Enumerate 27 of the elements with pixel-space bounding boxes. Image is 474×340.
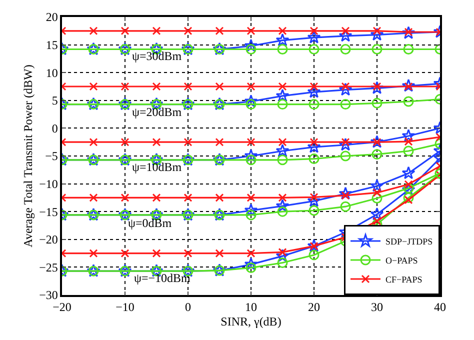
y-tick-label: −10 xyxy=(39,177,58,191)
annotation: ψ=−10dBm xyxy=(134,271,192,285)
legend-label: SDP−JTDPS xyxy=(386,236,433,247)
y-axis-title: Average Total Transmit Power (dBW) xyxy=(20,64,35,248)
y-tick-label: 0 xyxy=(52,121,58,136)
legend-label: CF−PAPS xyxy=(386,274,422,285)
y-tick-label: 5 xyxy=(52,94,58,108)
y-tick-label: −15 xyxy=(39,204,58,219)
annotation: ψ=10dBm xyxy=(132,160,182,174)
y-tick-label: −20 xyxy=(39,232,58,247)
annotation: ψ=30dBm xyxy=(132,49,182,63)
x-tick-label: 0 xyxy=(185,300,191,314)
annotation: ψ=20dBm xyxy=(132,105,182,119)
x-tick-label: 40 xyxy=(434,300,446,314)
x-tick-label: −10 xyxy=(116,300,134,314)
x-tick-label: 20 xyxy=(308,300,320,314)
x-tick-label: 10 xyxy=(245,300,257,314)
x-tick-label: 30 xyxy=(371,300,383,314)
y-tick-label: 15 xyxy=(46,38,58,52)
y-tick-label: 20 xyxy=(46,10,58,24)
y-tick-label: −5 xyxy=(45,149,58,164)
y-tick-label: 10 xyxy=(46,66,58,80)
x-axis-title: SINR, γ(dB) xyxy=(220,314,282,329)
annotation: ψ=0dBm xyxy=(128,216,172,230)
legend-label: O−PAPS xyxy=(386,256,418,266)
y-tick-label: −25 xyxy=(39,260,58,274)
y-tick-label: −30 xyxy=(39,288,58,302)
